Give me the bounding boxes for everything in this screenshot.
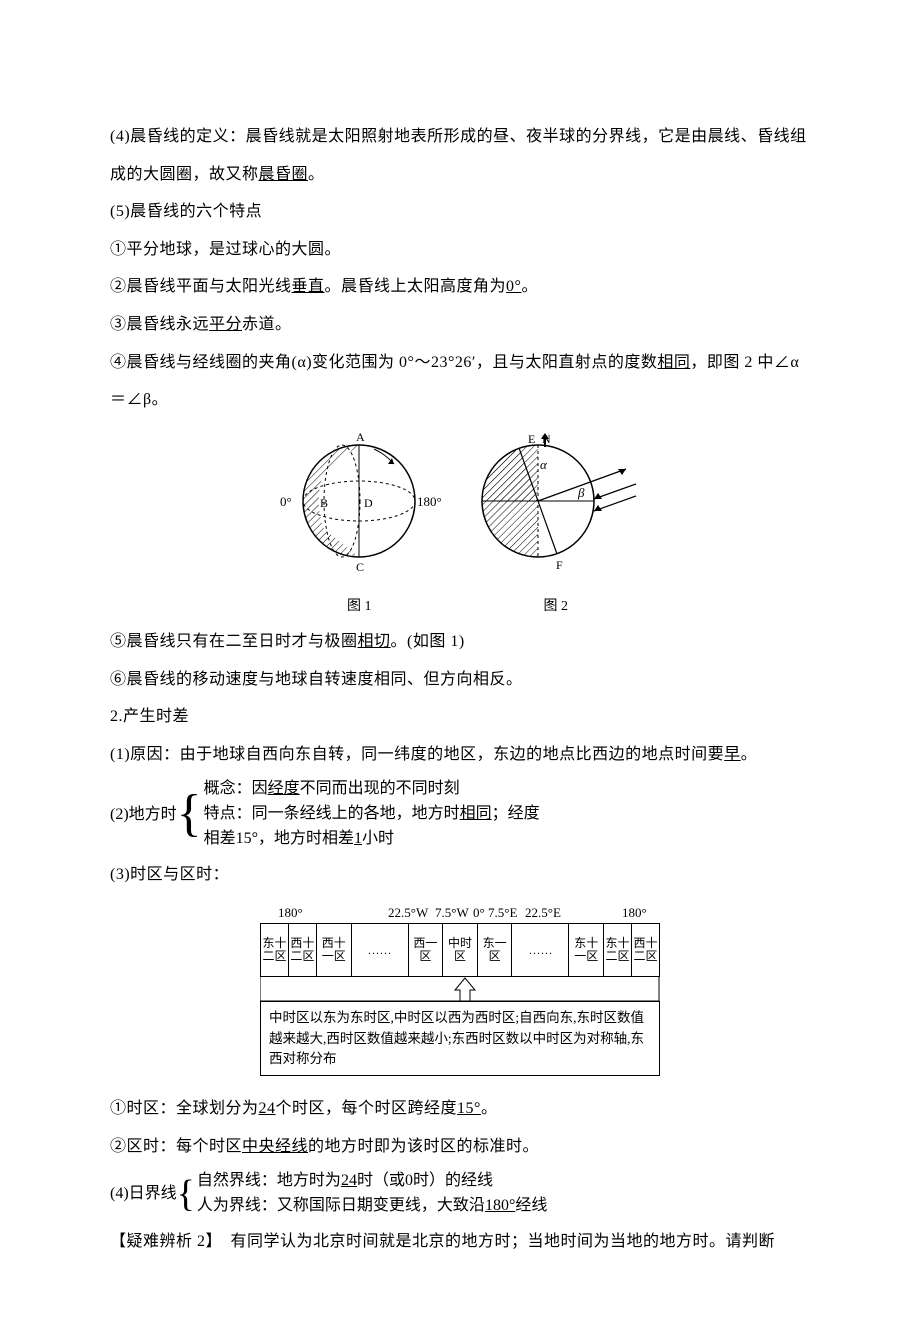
label-B: B	[320, 496, 328, 510]
label-F: F	[556, 558, 563, 572]
figures-1-2: A B D C 0° 180° E N	[110, 429, 810, 617]
label-C: C	[356, 560, 364, 574]
question-2: 【疑难辨析 2】 有同学认为北京时间就是北京的地方时；当地时间为当地的地方时。请…	[110, 1223, 810, 1261]
feature-2: ②晨昏线平面与太阳光线垂直。晨昏线上太阳高度角为0°。	[110, 268, 810, 306]
sec-2-3-2: ②区时：每个时区中央经线的地方时即为该时区的标准时。	[110, 1128, 810, 1166]
label-alpha: α	[540, 457, 548, 472]
feature-4: ④晨昏线与经线圈的夹角(α)变化范围为 0°～23°26′，且与太阳直射点的度数…	[110, 344, 810, 419]
sec-2-1: (1)原因：由于地球自西向东自转，同一纬度的地区，东边的地点比西边的地点时间要早…	[110, 736, 810, 774]
caption-fig1: 图 1	[274, 597, 444, 617]
figure-2-svg: E N F α β	[466, 429, 646, 579]
label-180deg: 180°	[417, 494, 442, 509]
sec-2-3: (3)时区与区时：	[110, 856, 810, 894]
label-D: D	[364, 496, 373, 510]
arrow-up-icon	[260, 976, 660, 1002]
label-A: A	[356, 430, 365, 444]
label-E: E	[528, 432, 535, 446]
feature-3: ③晨昏线永远平分赤道。	[110, 306, 810, 344]
label-beta: β	[577, 485, 585, 500]
sec-2-2: (2)地方时 { 概念：因经度不同而出现的不同时刻 特点：同一条经线上的各地，地…	[110, 777, 810, 851]
para-5: (5)晨昏线的六个特点	[110, 193, 810, 231]
feature-6: ⑥晨昏线的移动速度与地球自转速度相同、但方向相反。	[110, 661, 810, 699]
sec-2-4: (4)日界线 { 自然界线：地方时为24时（或0时）的经线 人为界线：又称国际日…	[110, 1169, 810, 1219]
figure-1-svg: A B D C 0° 180°	[274, 429, 444, 579]
timezone-diagram: 180° 22.5°W 7.5°W 0° 7.5°E 22.5°E 180° 东…	[260, 905, 660, 1076]
label-0deg: 0°	[280, 494, 292, 509]
timezone-text: 中时区以东为东时区,中时区以西为西时区;自西向东,东时区数值越来越大,西时区数值…	[260, 1001, 660, 1076]
feature-1: ①平分地球，是过球心的大圆。	[110, 231, 810, 269]
para-4: (4)晨昏线的定义：晨昏线就是太阳照射地表所形成的昼、夜半球的分界线，它是由晨线…	[110, 118, 810, 193]
feature-5: ⑤晨昏线只有在二至日时才与极圈相切。(如图 1)	[110, 623, 810, 661]
sec-2: 2.产生时差	[110, 698, 810, 736]
sec-2-3-1: ①时区：全球划分为24个时区，每个时区跨经度15°。	[110, 1090, 810, 1128]
caption-fig2: 图 2	[466, 597, 646, 617]
